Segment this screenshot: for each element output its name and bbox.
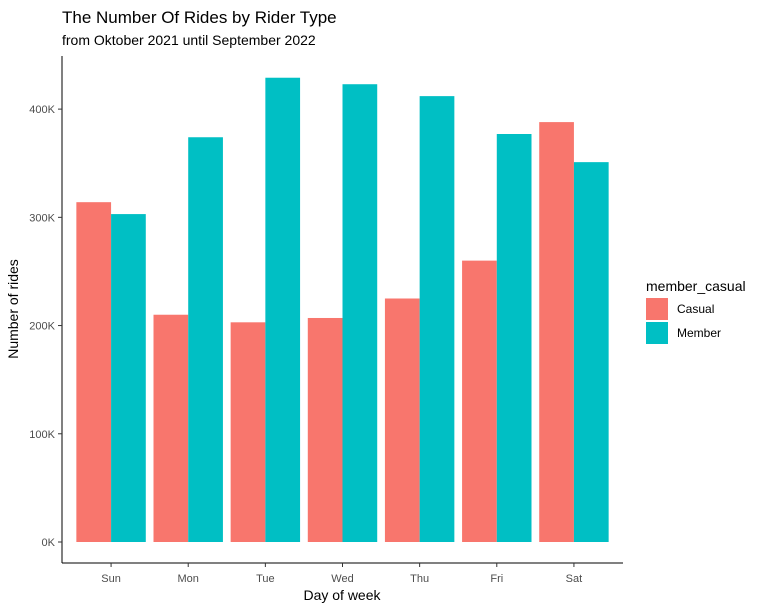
x-tick-label-mon: Mon	[178, 573, 199, 585]
bar-member-sat	[573, 162, 609, 542]
chart-title: The Number Of Rides by Rider Type	[62, 8, 337, 27]
legend-title: member_casual	[646, 278, 746, 294]
legend-swatch-casual	[646, 298, 668, 320]
legend-label-casual: Casual	[677, 302, 714, 316]
legend: member_casual Casual Member	[646, 278, 746, 344]
x-tick-label-fri: Fri	[490, 573, 503, 585]
bar-member-sun	[111, 214, 146, 542]
x-tick-label-sun: Sun	[101, 573, 121, 585]
x-tick-label-wed: Wed	[331, 573, 353, 585]
legend-label-member: Member	[677, 326, 721, 340]
y-axis-title: Number of rides	[5, 259, 21, 359]
y-tick-label: 200K	[29, 321, 55, 333]
bar-casual-tue	[230, 322, 266, 542]
plot-area	[76, 77, 609, 542]
x-tick-label-sat: Sat	[566, 573, 583, 585]
bar-member-thu	[419, 96, 455, 542]
legend-swatch-member	[646, 322, 668, 344]
x-axis-title: Day of week	[303, 587, 381, 603]
x-axis-ticks: Sun Mon Tue Wed Thu Fri Sat	[101, 563, 582, 585]
bar-casual-fri	[462, 260, 497, 542]
bar-casual-sun	[76, 202, 112, 542]
y-tick-label: 0K	[42, 537, 56, 549]
bar-casual-thu	[384, 298, 420, 542]
bar-casual-wed	[307, 317, 343, 542]
x-tick-label-tue: Tue	[256, 573, 275, 585]
y-tick-label: 400K	[29, 104, 55, 116]
y-tick-label: 300K	[29, 212, 55, 224]
bar-member-fri	[496, 134, 532, 542]
bar-casual-mon	[153, 314, 189, 542]
chart-subtitle: from Oktober 2021 until September 2022	[62, 32, 316, 48]
bar-member-wed	[342, 84, 378, 542]
y-axis-ticks: 0K 100K 200K 300K 400K	[29, 104, 62, 549]
x-tick-label-thu: Thu	[410, 573, 429, 585]
y-tick-label: 100K	[29, 429, 55, 441]
bar-casual-sat	[539, 122, 574, 542]
bar-member-mon	[188, 137, 223, 542]
bar-member-tue	[265, 77, 301, 542]
